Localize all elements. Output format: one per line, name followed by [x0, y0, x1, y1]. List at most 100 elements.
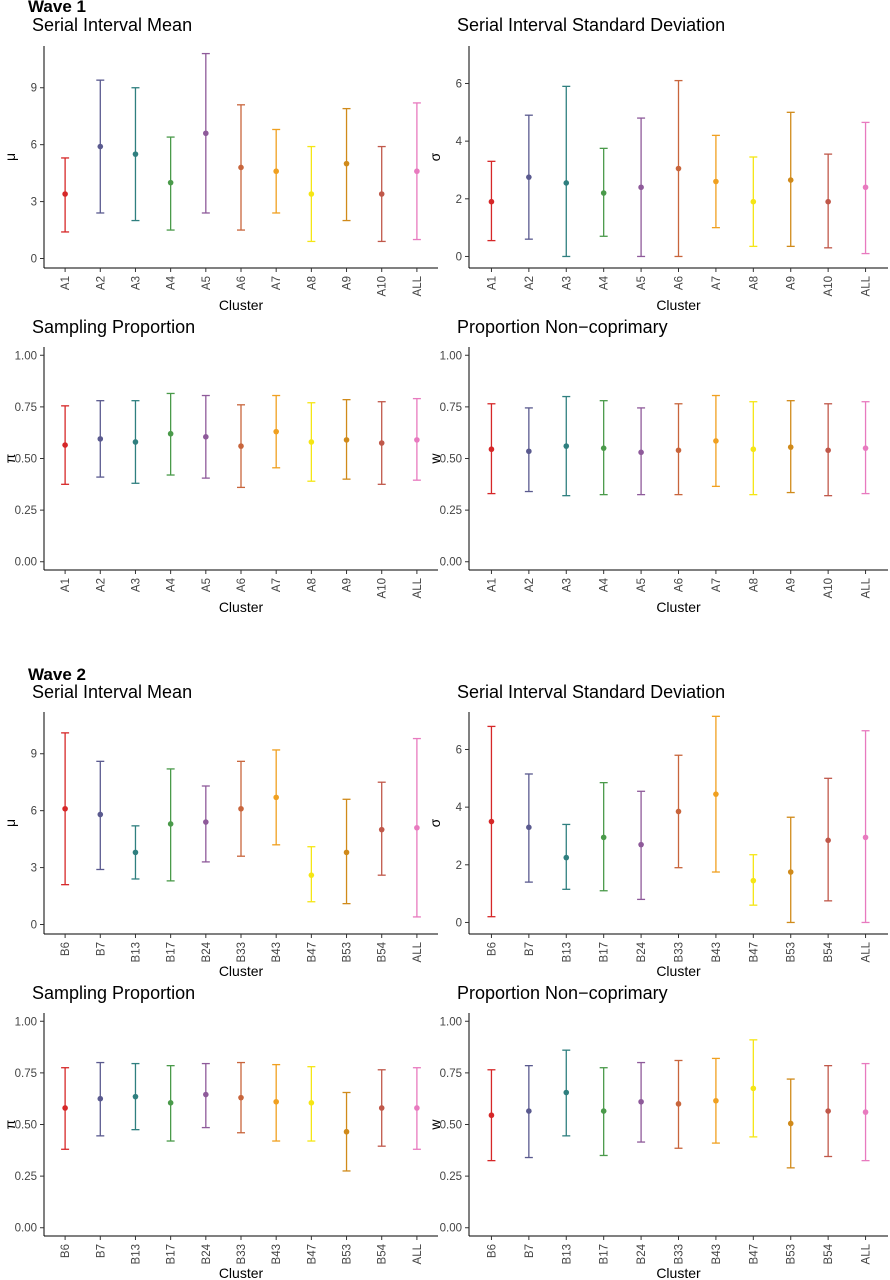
- x-tick-label: B6: [486, 942, 498, 956]
- y-tick-label: 0.75: [15, 1068, 37, 1080]
- x-tick-label: A1: [486, 276, 498, 290]
- data-point-A9: [787, 177, 794, 183]
- data-point-A7: [713, 438, 719, 444]
- x-tick-label: B33: [674, 1244, 686, 1264]
- error-bar-B53: [342, 798, 351, 905]
- error-bar-A10: [824, 153, 833, 249]
- data-point-A10: [378, 191, 385, 197]
- data-point-A3: [563, 443, 570, 449]
- data-point-B54: [378, 1105, 385, 1111]
- error-bar-B24: [201, 1062, 210, 1129]
- error-bar-B13: [562, 823, 571, 890]
- wave-label: Wave 2: [28, 665, 86, 684]
- data-point-A1: [62, 191, 68, 197]
- x-tick-label: A9: [342, 578, 354, 592]
- data-point-A7: [713, 178, 719, 185]
- y-tick-label: 4: [456, 802, 463, 814]
- y-tick-label: 1.00: [440, 350, 462, 362]
- y-axis-label: w: [427, 1119, 443, 1131]
- x-tick-label: ALL: [861, 1243, 873, 1264]
- x-tick-label: B17: [599, 1244, 611, 1264]
- error-bar-B6: [487, 1069, 496, 1162]
- data-point-A6: [675, 447, 682, 454]
- x-tick-label: B43: [711, 1244, 723, 1264]
- y-tick-label: 0.25: [440, 1171, 462, 1183]
- data-point-A5: [203, 130, 209, 137]
- x-tick-label: B54: [377, 1243, 389, 1264]
- data-point-A4: [167, 179, 174, 186]
- data-point-A10: [825, 447, 831, 454]
- data-point-B17: [600, 834, 607, 841]
- error-bar-B54: [377, 781, 386, 876]
- y-axis-label: w: [427, 453, 443, 465]
- data-point-B33: [238, 1094, 244, 1101]
- x-tick-label: A8: [748, 276, 760, 290]
- x-tick-label: A5: [201, 578, 213, 592]
- error-bar-A5: [637, 407, 646, 496]
- data-point-A10: [378, 440, 385, 446]
- error-bar-A1: [61, 157, 70, 233]
- error-bar-A1: [487, 160, 496, 242]
- x-axis-label: Cluster: [219, 297, 264, 313]
- x-tick-label: B53: [342, 942, 354, 962]
- error-bar-A4: [599, 147, 608, 237]
- x-tick-label: ALL: [412, 1243, 424, 1264]
- error-bar-B47: [749, 1039, 758, 1138]
- x-tick-label: A8: [306, 276, 318, 290]
- x-tick-label: A7: [271, 276, 283, 290]
- panel-title: Proportion Non−coprimary: [457, 317, 668, 337]
- panel-title: Serial Interval Standard Deviation: [457, 15, 725, 35]
- error-bar-A7: [711, 134, 720, 229]
- data-point-A7: [273, 168, 279, 175]
- error-bar-A8: [307, 402, 316, 482]
- data-point-A5: [638, 184, 644, 191]
- data-point-B7: [97, 1095, 104, 1102]
- error-bar-B7: [524, 1065, 533, 1159]
- error-bar-ALL: [861, 730, 870, 924]
- data-point-B24: [203, 819, 209, 825]
- x-tick-label: A9: [342, 276, 354, 290]
- error-bar-B54: [824, 777, 833, 902]
- data-point-ALL: [862, 1109, 869, 1115]
- data-point-ALL: [414, 437, 420, 443]
- y-tick-label: 2: [456, 194, 462, 206]
- x-tick-label: A9: [786, 578, 798, 592]
- error-bar-A7: [272, 394, 281, 469]
- error-bar-A5: [201, 394, 210, 479]
- x-tick-label: A8: [748, 578, 760, 592]
- error-bar-A3: [562, 85, 571, 258]
- x-tick-label: A10: [823, 578, 835, 598]
- x-tick-label: A3: [561, 276, 573, 290]
- data-point-A3: [132, 151, 139, 157]
- x-tick-label: A10: [377, 276, 389, 296]
- x-tick-label: B6: [60, 1244, 72, 1258]
- x-tick-label: B24: [201, 941, 213, 962]
- x-tick-label: A2: [95, 578, 107, 592]
- error-bar-A4: [166, 392, 175, 476]
- y-tick-label: 1.00: [440, 1016, 462, 1028]
- y-tick-label: 0.50: [440, 454, 462, 466]
- error-bar-B7: [524, 773, 533, 883]
- x-tick-label: B13: [130, 1244, 142, 1264]
- y-tick-label: 0: [456, 917, 462, 929]
- error-bar-A9: [786, 400, 795, 494]
- panel-2: Serial Interval Standard Deviation 0 2 4 6 σ B…: [427, 682, 888, 979]
- x-tick-label: A8: [306, 578, 318, 592]
- data-point-B54: [825, 1108, 831, 1114]
- error-bar-ALL: [412, 102, 421, 241]
- error-bar-A6: [674, 403, 683, 496]
- y-axis-label: σ: [427, 818, 443, 827]
- error-bar-A2: [96, 79, 105, 214]
- error-bar-B53: [342, 1091, 351, 1172]
- error-bar-B43: [272, 1063, 281, 1142]
- x-tick-label: A10: [823, 276, 835, 296]
- y-tick-label: 0.25: [15, 505, 37, 517]
- panel-1: Serial Interval Mean 0 3 6 9 μ A1 A2 A3 A4 A5 A6 A7 A…: [2, 15, 438, 313]
- y-axis-label: π: [2, 1119, 18, 1129]
- x-tick-label: B13: [561, 1244, 573, 1264]
- x-tick-label: B13: [561, 942, 573, 962]
- y-tick-label: 0.50: [15, 454, 37, 466]
- x-tick-label: A7: [711, 276, 723, 290]
- y-tick-label: 0.00: [15, 1223, 37, 1235]
